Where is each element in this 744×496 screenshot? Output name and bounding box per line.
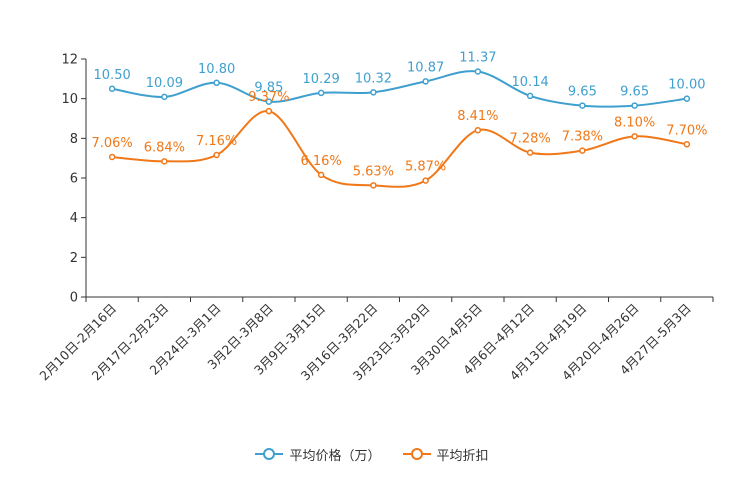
legend-price-line-icon [255,448,284,460]
data-point-1[interactable] [161,158,168,165]
data-label-0: 9.65 [620,85,649,100]
data-point-1[interactable] [474,126,482,134]
data-label-1: 7.16% [196,134,237,149]
series-line-0 [111,70,688,108]
y-tick-label: 2 [70,251,78,266]
data-point-0[interactable] [422,78,429,85]
data-label-1: 5.87% [405,160,446,175]
data-point-1[interactable] [317,171,325,179]
y-tick-label: 0 [70,291,78,306]
legend-discount-label: 平均折扣 [436,448,489,464]
data-point-0[interactable] [474,68,482,75]
data-point-0[interactable] [683,95,691,102]
y-tick-label: 12 [61,53,78,68]
data-label-1: 5.63% [353,164,394,179]
data-label-1: 7.28% [509,132,550,147]
data-point-1[interactable] [526,149,534,156]
data-point-1[interactable] [631,133,638,140]
data-point-1[interactable] [370,182,377,189]
data-label-1: 7.06% [91,136,132,151]
chart-legend: 平均价格（万） 平均折扣 [0,444,744,464]
data-label-0: 10.09 [146,76,183,91]
legend-item-price[interactable]: 平均价格（万） [255,445,381,464]
data-point-1[interactable] [213,151,220,159]
chart-axes: 0246810122月10日-2月16日2月17日-2月23日2月24日-3月1… [36,53,714,383]
data-label-0: 11.37 [459,50,496,65]
y-tick-label: 4 [70,211,78,226]
data-label-1: 8.41% [457,109,498,124]
data-label-0: 10.80 [198,62,235,77]
chart-data-points [108,68,691,189]
y-tick-label: 6 [70,172,78,187]
data-label-0: 10.87 [407,60,444,75]
data-point-1[interactable] [265,107,273,115]
data-point-1[interactable] [683,141,691,148]
chart-data-labels: 10.50 10.09 10.80 9.85 10.29 10.32 10.87 11.37 1… [91,50,707,179]
data-label-0: 10.29 [303,72,340,87]
data-label-1: 7.70% [666,123,707,138]
data-label-0: 9.65 [568,85,597,100]
data-label-1: 9.37% [248,90,289,105]
data-label-0: 10.00 [668,78,705,93]
y-tick-label: 8 [70,132,78,147]
data-point-0[interactable] [161,93,168,101]
data-point-1[interactable] [579,147,586,154]
data-label-1: 6.16% [300,154,341,169]
data-point-0[interactable] [317,89,325,97]
data-point-0[interactable] [213,79,220,87]
legend-price-label: 平均价格（万） [289,448,381,464]
data-point-0[interactable] [370,89,377,96]
data-point-1[interactable] [422,177,429,184]
data-point-0[interactable] [526,92,534,100]
data-label-1: 6.84% [144,140,185,155]
data-label-1: 8.10% [614,115,655,130]
data-point-0[interactable] [265,98,273,105]
data-label-1: 7.38% [562,130,603,145]
data-point-0[interactable] [579,102,586,109]
data-point-0[interactable] [631,102,638,109]
legend-item-discount[interactable]: 平均折扣 [402,445,489,464]
y-tick-label: 10 [61,92,78,107]
data-label-0: 10.50 [94,68,131,83]
data-label-0: 10.32 [355,71,392,86]
legend-discount-line-icon [402,448,431,460]
data-point-0[interactable] [108,85,116,92]
data-label-0: 10.14 [512,75,549,90]
data-label-0: 9.85 [254,81,283,96]
data-point-1[interactable] [108,153,116,161]
